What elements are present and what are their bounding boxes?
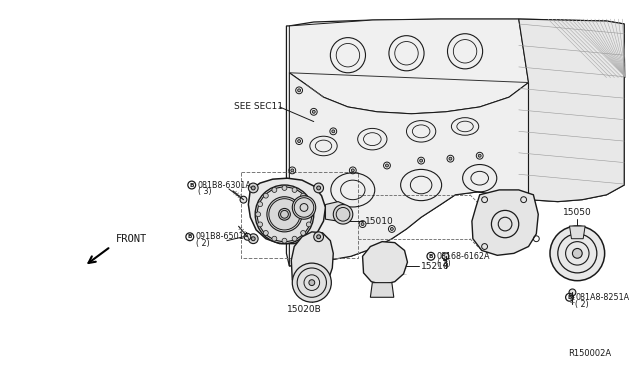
Circle shape xyxy=(292,196,316,219)
Circle shape xyxy=(282,238,287,243)
Circle shape xyxy=(264,193,268,198)
Polygon shape xyxy=(248,178,326,244)
Polygon shape xyxy=(326,202,345,221)
Circle shape xyxy=(420,159,422,162)
Text: B: B xyxy=(429,254,433,259)
Circle shape xyxy=(312,110,316,113)
Circle shape xyxy=(292,263,332,302)
Circle shape xyxy=(272,187,277,192)
Circle shape xyxy=(303,193,305,196)
Circle shape xyxy=(255,185,314,244)
Circle shape xyxy=(309,280,315,286)
Text: 15050: 15050 xyxy=(563,208,592,217)
Circle shape xyxy=(332,130,335,133)
Text: 15010: 15010 xyxy=(365,217,393,226)
Text: B: B xyxy=(189,183,194,187)
Circle shape xyxy=(301,231,305,235)
Circle shape xyxy=(291,169,294,172)
Text: ( 3): ( 3) xyxy=(198,187,211,196)
Circle shape xyxy=(252,186,255,190)
Circle shape xyxy=(314,183,323,193)
Circle shape xyxy=(272,236,277,241)
Polygon shape xyxy=(570,226,585,239)
Circle shape xyxy=(317,235,321,239)
Circle shape xyxy=(449,157,452,160)
Circle shape xyxy=(292,187,297,192)
Circle shape xyxy=(301,193,305,198)
Circle shape xyxy=(390,228,394,230)
Polygon shape xyxy=(289,19,529,114)
Circle shape xyxy=(361,222,364,225)
Circle shape xyxy=(569,289,576,296)
Circle shape xyxy=(308,212,313,217)
Text: ( 2): ( 2) xyxy=(436,259,451,267)
Polygon shape xyxy=(287,19,624,266)
Circle shape xyxy=(278,208,291,220)
Text: R150002A: R150002A xyxy=(568,349,611,358)
Circle shape xyxy=(317,186,321,190)
Circle shape xyxy=(385,164,388,167)
Text: B: B xyxy=(567,295,572,300)
Text: FRONT: FRONT xyxy=(116,234,147,244)
Circle shape xyxy=(267,197,302,232)
Polygon shape xyxy=(472,190,538,255)
Circle shape xyxy=(442,253,449,260)
Polygon shape xyxy=(371,283,394,297)
Text: 081A8-8251A: 081A8-8251A xyxy=(575,293,630,302)
Circle shape xyxy=(351,169,355,172)
Text: 15210: 15210 xyxy=(421,262,450,270)
Circle shape xyxy=(478,154,481,157)
Circle shape xyxy=(333,205,353,224)
Circle shape xyxy=(307,222,311,227)
Polygon shape xyxy=(363,242,408,285)
Circle shape xyxy=(248,183,258,193)
Circle shape xyxy=(244,233,251,240)
Circle shape xyxy=(258,202,262,207)
Circle shape xyxy=(379,261,385,267)
Text: 091B8-6501A: 091B8-6501A xyxy=(196,232,250,241)
Text: 08168-6162A: 08168-6162A xyxy=(436,252,490,261)
Circle shape xyxy=(264,231,268,235)
Circle shape xyxy=(332,213,335,216)
Circle shape xyxy=(307,202,311,207)
Circle shape xyxy=(258,222,262,227)
Circle shape xyxy=(550,226,605,281)
Circle shape xyxy=(298,140,301,142)
Circle shape xyxy=(240,196,247,203)
Text: SEE SEC11: SEE SEC11 xyxy=(234,102,283,112)
Text: B: B xyxy=(188,234,192,239)
Polygon shape xyxy=(519,19,624,202)
Circle shape xyxy=(314,232,323,242)
Polygon shape xyxy=(289,73,529,266)
Circle shape xyxy=(282,186,287,190)
Circle shape xyxy=(572,248,582,258)
Circle shape xyxy=(255,212,260,217)
Circle shape xyxy=(298,89,301,92)
Text: 081B8-6301A: 081B8-6301A xyxy=(198,180,252,189)
Circle shape xyxy=(252,237,255,241)
Circle shape xyxy=(248,234,258,244)
Text: ( 2): ( 2) xyxy=(575,299,589,309)
Text: 15020B: 15020B xyxy=(287,305,321,314)
Text: ( 2): ( 2) xyxy=(196,239,209,248)
Polygon shape xyxy=(291,232,333,291)
Circle shape xyxy=(292,236,297,241)
